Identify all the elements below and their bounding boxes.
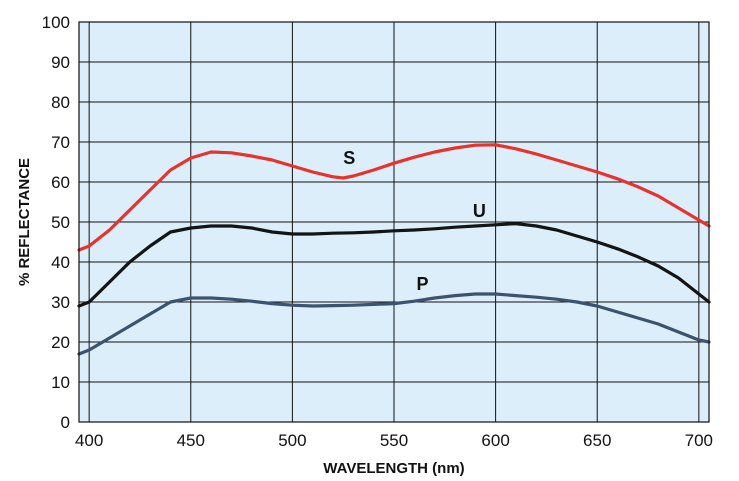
series-annotations: S U P xyxy=(343,148,486,294)
y-tick-label: 100 xyxy=(42,13,70,32)
y-tick-label: 10 xyxy=(51,373,70,392)
series-label-p: P xyxy=(416,274,428,294)
series-label-u: U xyxy=(473,201,486,221)
plot-area-border xyxy=(78,21,710,423)
series-lines xyxy=(77,143,711,356)
x-axis-title: WAVELENGTH (nm) xyxy=(323,460,464,477)
series-line-s xyxy=(77,143,711,252)
y-tick-label: 40 xyxy=(51,253,70,272)
y-tick-label: 50 xyxy=(51,213,70,232)
series-line-p xyxy=(77,292,711,356)
x-tick-label: 450 xyxy=(177,431,205,450)
x-axis-tick-labels: 400 450 500 550 600 650 700 xyxy=(75,431,713,450)
x-tick-label: 550 xyxy=(380,431,408,450)
x-tick-label: 500 xyxy=(278,431,306,450)
y-tick-label: 70 xyxy=(51,133,70,152)
x-tick-label: 400 xyxy=(75,431,103,450)
series-label-s: S xyxy=(343,148,355,168)
y-tick-label: 90 xyxy=(51,53,70,72)
y-tick-label: 80 xyxy=(51,93,70,112)
y-tick-label: 0 xyxy=(61,413,70,432)
y-tick-label: 30 xyxy=(51,293,70,312)
series-line-u xyxy=(77,222,711,308)
x-tick-label: 650 xyxy=(583,431,611,450)
y-tick-label: 60 xyxy=(51,173,70,192)
x-tick-label: 600 xyxy=(481,431,509,450)
y-tick-label: 20 xyxy=(51,333,70,352)
x-tick-label: 700 xyxy=(685,431,713,450)
y-axis-tick-labels: 0 10 20 30 40 50 60 70 80 90 100 xyxy=(42,13,70,432)
y-axis-title: % REFLECTANCE xyxy=(16,158,33,286)
